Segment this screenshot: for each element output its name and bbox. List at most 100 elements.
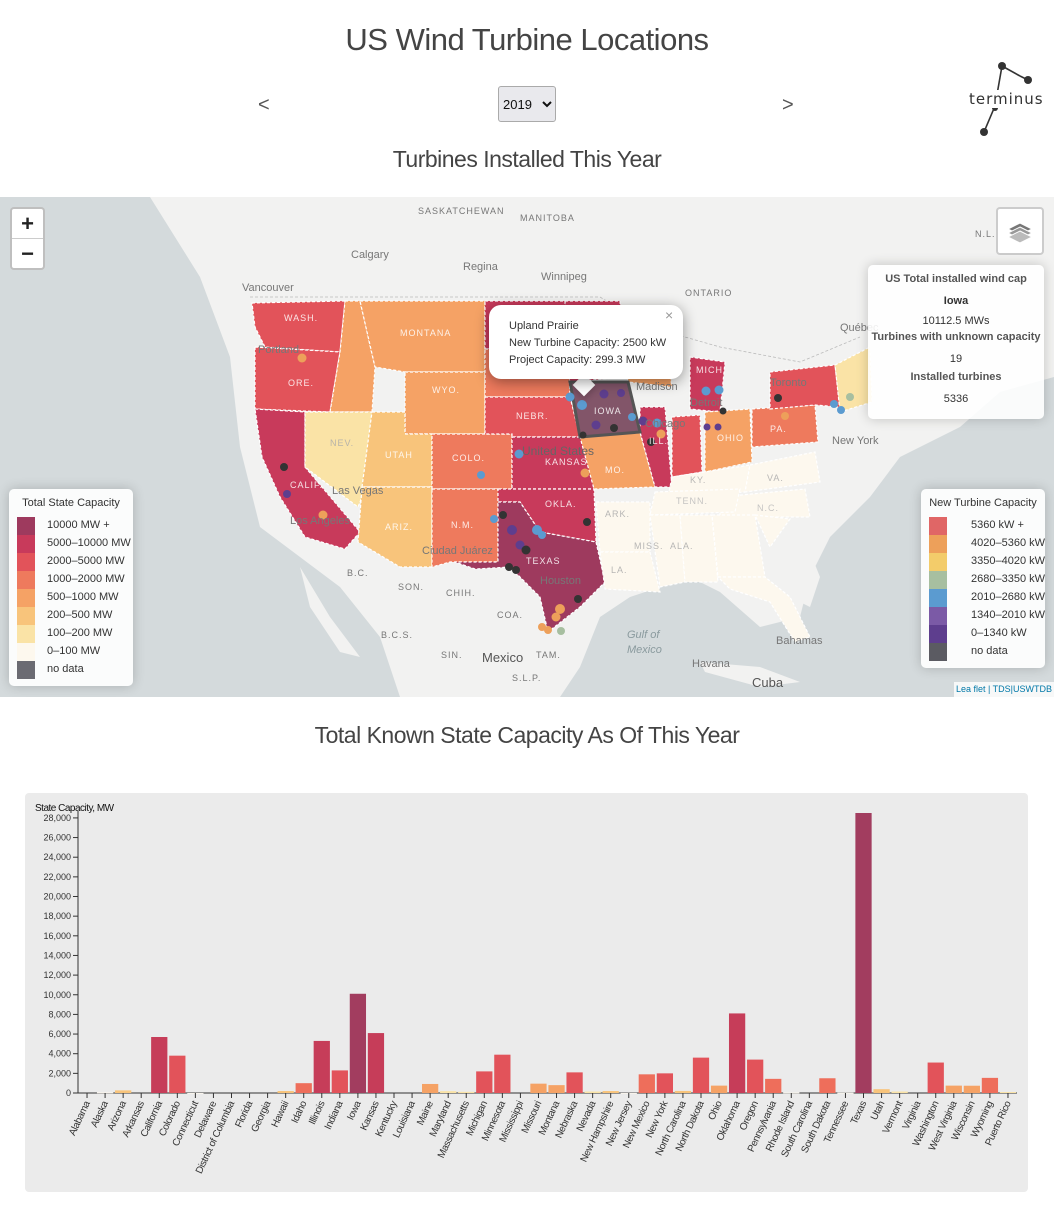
state-alabama xyxy=(679,514,719,583)
place-label: B.C.S. xyxy=(381,630,413,640)
legend-label: no data xyxy=(47,663,84,675)
place-label: CHIH. xyxy=(446,588,476,598)
legend-label: 0–100 MW xyxy=(47,645,101,657)
place-label: Houston xyxy=(540,575,581,587)
y-tick-label: 2,000 xyxy=(48,1068,71,1078)
place-label: Calgary xyxy=(351,249,389,261)
place-label: Madison xyxy=(636,381,678,393)
legend-label: 10000 MW + xyxy=(47,519,110,531)
place-label: Chicago xyxy=(645,418,685,430)
popup-close-button[interactable]: × xyxy=(665,307,674,323)
legend-label: 2010–2680 kW xyxy=(971,591,1045,603)
terminus-logo xyxy=(980,62,1032,136)
bar-washington xyxy=(927,1062,944,1093)
place-label: S.L.P. xyxy=(512,673,541,683)
state-label: N.M. xyxy=(451,520,474,530)
y-tick-label: 16,000 xyxy=(43,931,71,941)
legend-swatch xyxy=(17,661,35,679)
bar-montana xyxy=(548,1085,565,1093)
state-label: OHIO xyxy=(717,433,744,443)
legend-swatch xyxy=(929,553,947,571)
place-label: Ciudad Juárez xyxy=(422,545,493,557)
layers-button[interactable] xyxy=(996,207,1044,255)
place-label: TAM. xyxy=(536,650,561,660)
place-label: SIN. xyxy=(441,650,463,660)
y-tick-label: 0 xyxy=(66,1088,71,1098)
place-label: SON. xyxy=(398,582,424,592)
turbine-capacity-legend: New Turbine Capacity 5360 kW + 4020–5360 … xyxy=(921,489,1045,668)
legend-swatch xyxy=(929,517,947,535)
chart-section-title: Total Known State Capacity As Of This Ye… xyxy=(314,722,740,748)
state-wyoming xyxy=(404,371,486,435)
y-tick-label: 12,000 xyxy=(43,970,71,980)
y-tick-label: 14,000 xyxy=(43,950,71,960)
legend-swatch xyxy=(929,643,947,661)
x-tick-label: Ohio xyxy=(707,1099,726,1122)
state-label: N.C. xyxy=(757,503,779,513)
state-arkansas xyxy=(595,501,651,553)
state-label: TENN. xyxy=(676,496,708,506)
state-virginia xyxy=(744,451,821,493)
zoom-in-button[interactable]: + xyxy=(21,211,34,236)
state-label: CALIF. xyxy=(290,480,323,490)
map-attribution[interactable]: Lea flet | TDS|USWTDB xyxy=(954,682,1054,697)
legend-swatch xyxy=(17,535,35,553)
x-tick-label: Texas xyxy=(849,1099,869,1126)
state-label: WYO. xyxy=(432,385,460,395)
x-tick-label: Iowa xyxy=(345,1099,364,1122)
year-select[interactable]: 2019 xyxy=(498,86,556,122)
info-title: US Total installed wind cap xyxy=(885,273,1027,285)
next-year-button[interactable]: > xyxy=(782,94,794,116)
bar-new-hampshire xyxy=(602,1091,619,1093)
place-labels: SASKATCHEWAN MANITOBA ONTARIO N.L. Calga… xyxy=(242,206,995,690)
turbine-popup: Upland Prairie New Turbine Capacity: 250… xyxy=(489,305,683,379)
state-label: ALA. xyxy=(670,541,694,551)
place-label: ONTARIO xyxy=(685,288,732,298)
bar-west-virginia xyxy=(945,1085,962,1093)
place-label: Los Angeles xyxy=(290,515,350,527)
bar-maine xyxy=(421,1083,439,1093)
bar-nebraska xyxy=(566,1072,583,1093)
florida-land xyxy=(760,527,820,607)
info-unknown-label: Turbines with unknown capacity xyxy=(871,331,1041,343)
state-label: ARIZ. xyxy=(385,522,413,532)
state-label: KANSAS xyxy=(545,457,588,467)
bar-south-dakota xyxy=(819,1078,836,1093)
state-georgia xyxy=(711,514,766,578)
bar-illinois xyxy=(313,1040,330,1093)
place-label: B.C. xyxy=(347,568,369,578)
state-nevada xyxy=(304,411,373,508)
state-label: VA. xyxy=(767,473,784,483)
bar-minnesota xyxy=(494,1054,511,1093)
bar-north-carolina xyxy=(674,1090,692,1093)
place-label: United States xyxy=(522,444,594,458)
bar-utah xyxy=(873,1089,890,1093)
y-axis-label: State Capacity, MW xyxy=(35,803,115,814)
map[interactable]: SASKATCHEWAN MANITOBA ONTARIO N.L. Calga… xyxy=(0,197,1054,697)
previous-year-button[interactable]: < xyxy=(258,94,270,116)
state-new-york xyxy=(769,364,841,410)
legend-swatch xyxy=(17,625,35,643)
capacity-bar-chart: State Capacity, MW 0 2,000 4,000 6,000 8,000 1… xyxy=(35,803,1017,1176)
bar-alaska xyxy=(96,1092,114,1094)
layers-icon xyxy=(1006,222,1034,244)
state-label: IOWA xyxy=(594,406,622,416)
y-tick-label: 8,000 xyxy=(48,1009,71,1019)
place-label: Toronto xyxy=(770,377,807,389)
bar-oregon xyxy=(747,1059,764,1093)
bar-arizona xyxy=(115,1090,132,1093)
x-tick-label: Utah xyxy=(869,1100,887,1122)
place-label: Winnipeg xyxy=(541,271,587,283)
state-tennessee xyxy=(649,488,741,516)
state-label: MONTANA xyxy=(400,328,451,338)
state-label: COLO. xyxy=(452,453,485,463)
zoom-out-button[interactable]: − xyxy=(12,238,43,268)
state-capacity-legend: Total State Capacity 10000 MW + 5000–1000… xyxy=(9,489,133,686)
state-label: PA. xyxy=(770,424,787,434)
state-illinois xyxy=(639,406,673,488)
state-label: MICH. xyxy=(696,365,727,375)
place-label: Cuba xyxy=(752,675,784,690)
bar-hawaii xyxy=(277,1091,294,1093)
place-label: Regina xyxy=(463,261,499,273)
info-installed-label: Installed turbines xyxy=(910,371,1002,383)
